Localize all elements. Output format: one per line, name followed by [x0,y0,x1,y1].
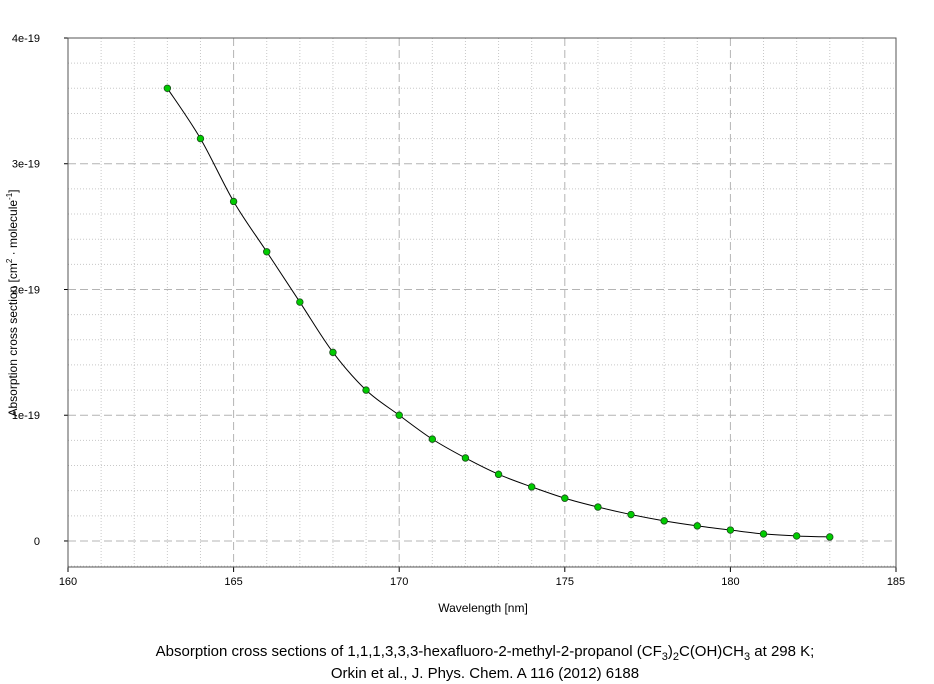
data-point [296,298,304,306]
data-point [461,454,470,462]
data-point [792,532,801,540]
y-label-part: Absorption cross section [cm [6,263,20,416]
x-tick-label: 175 [556,576,574,588]
data-point [428,435,437,443]
data-point [726,526,735,534]
y-tick-label: 0 [34,536,40,548]
title-part: C(OH)CH [679,643,744,660]
data-point [759,530,768,538]
data-point [395,411,403,419]
x-tick-label: 170 [390,576,408,588]
y-tick-label: 4e-19 [12,33,40,45]
x-tick-label: 165 [224,576,242,588]
title-part: ) [668,643,673,660]
chart-title: Absorption cross sections of 1,1,1,3,3,3… [156,643,815,663]
data-point [163,84,172,92]
data-point [627,510,635,519]
x-tick-label: 185 [887,576,905,588]
data-point [196,134,205,143]
data-point [527,483,536,491]
y-label-part: ] [6,189,20,192]
y-label-sup: -1 [5,192,14,200]
y-tick-label: 1e-19 [12,410,40,422]
title-sub: 2 [673,651,679,663]
chart-subtitle: Orkin et al., J. Phys. Chem. A 116 (2012… [331,665,639,682]
y-label-part: · molecule [6,200,20,259]
plot: 160 165 170 175 180 185 0 1e-19 2e-19 3e-19 4e-19 [12,33,905,588]
plot-frame [67,37,897,568]
data-point [660,517,668,525]
title-part: at 298 K; [750,643,814,660]
data-point [594,503,602,511]
y-tick-label: 3e-19 [12,159,40,171]
data-point [329,348,337,357]
data-point [362,386,370,394]
data-point [561,494,569,502]
y-axis-label: Absorption cross section [cm2 · molecule… [5,189,20,416]
title-sub: 3 [744,651,750,663]
data-point [494,470,503,479]
title-sub: 3 [662,651,668,663]
data-point [229,197,238,206]
grid [67,37,897,567]
data-point [263,248,271,256]
data-point [693,522,701,530]
data-point [826,533,834,541]
x-tick-label: 160 [59,576,77,588]
y-tick-label: 2e-19 [12,284,40,296]
x-axis-label: Wavelength [nm] [438,601,528,615]
title-part: Absorption cross sections of 1,1,1,3,3,3… [156,643,662,660]
y-label-sup: 2 [5,258,14,263]
x-tick-label: 180 [721,576,739,588]
